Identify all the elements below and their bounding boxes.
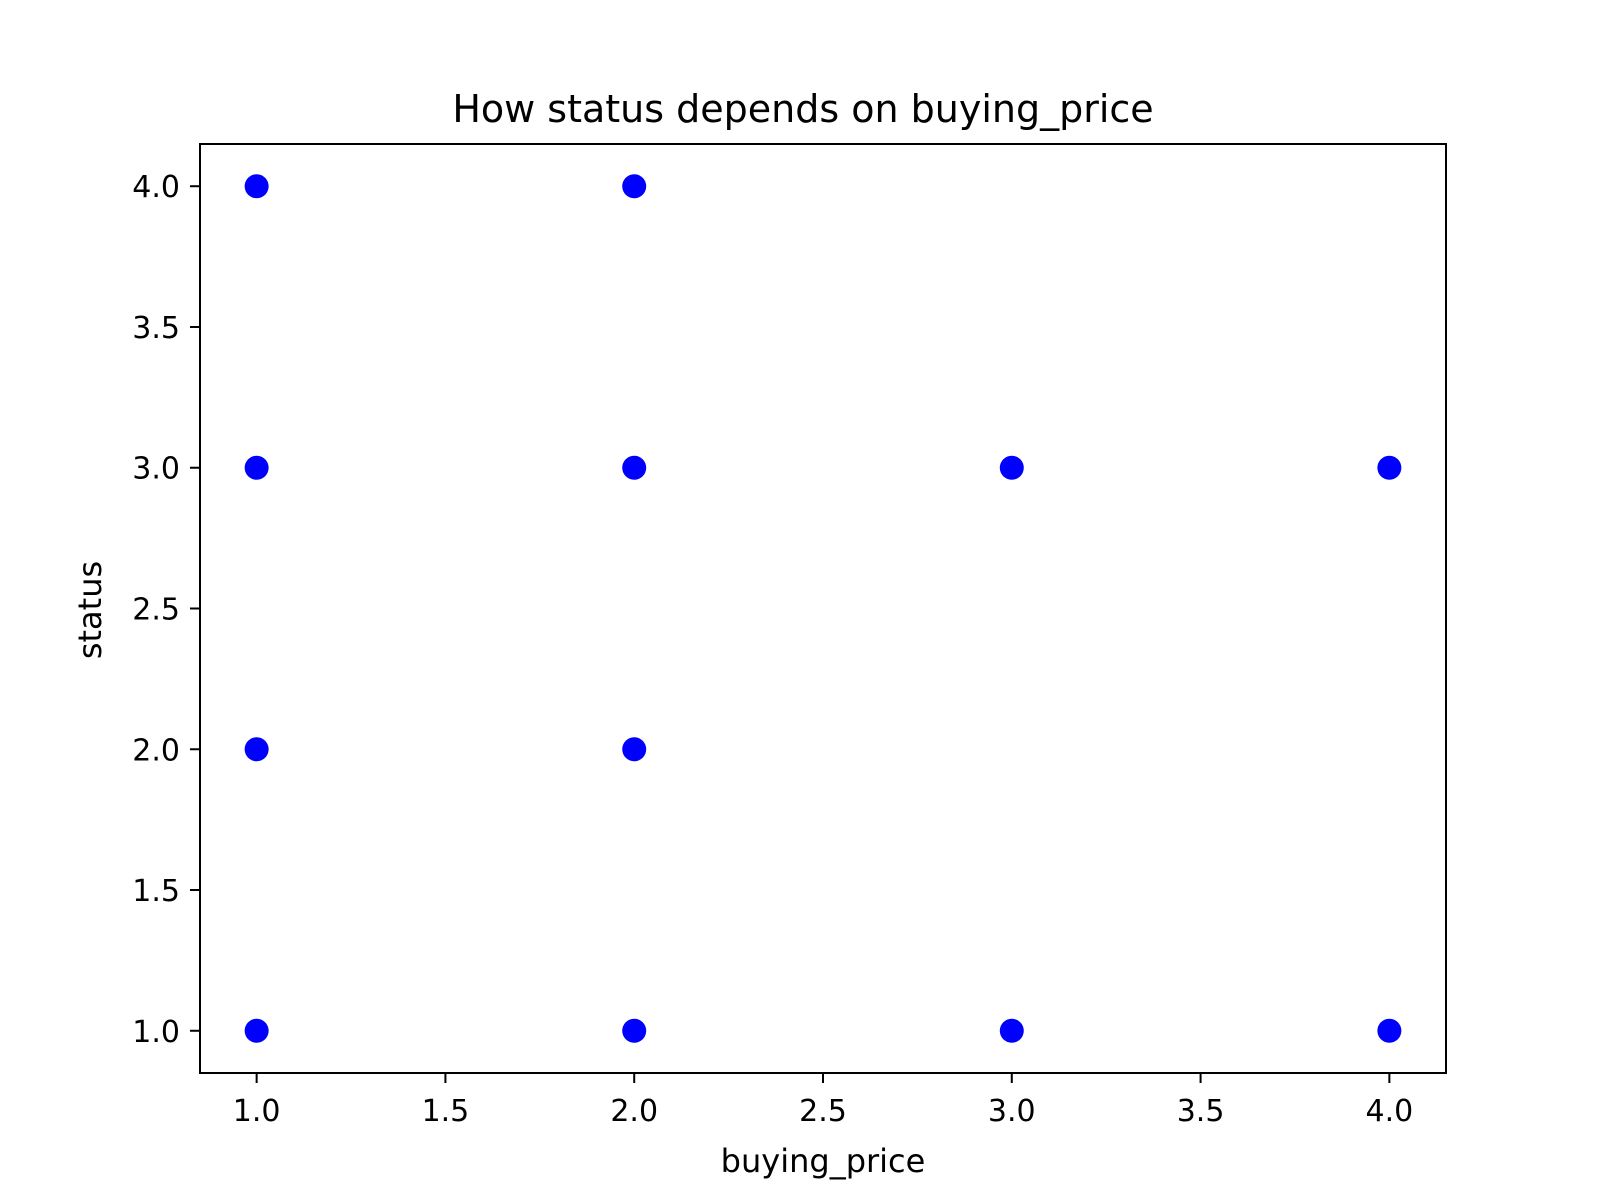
plot-area-frame [199,143,1447,1074]
data-point-5 [622,455,647,480]
data-point-3 [244,1018,269,1043]
y-tick-label-2: 2.0 [132,733,180,768]
data-point-9 [999,1018,1024,1043]
data-point-2 [244,737,269,762]
x-tick-label-5: 3.5 [1177,1094,1225,1129]
x-axis-label: buying_price [721,1142,926,1180]
data-point-6 [622,737,647,762]
data-point-7 [622,1018,647,1043]
data-point-10 [1377,455,1402,480]
x-tick-label-4: 3.0 [988,1094,1036,1129]
y-tick-label-5: 3.5 [132,311,180,346]
x-tick-label-3: 2.5 [799,1094,847,1129]
y-tick-label-4: 3.0 [132,452,180,487]
x-tick-label-6: 4.0 [1366,1094,1414,1129]
y-tick-label-6: 4.0 [132,170,180,205]
data-point-4 [622,174,647,199]
data-point-0 [244,174,269,199]
data-point-1 [244,455,269,480]
chart-title: How status depends on buying_price [452,87,1153,131]
data-point-8 [999,455,1024,480]
x-tick-label-0: 1.0 [233,1094,281,1129]
data-point-11 [1377,1018,1402,1043]
x-tick-label-1: 1.5 [422,1094,470,1129]
y-tick-label-1: 1.5 [132,874,180,909]
y-axis-ticks: 1.0 1.5 2.0 2.5 3.0 3.5 4.0 [132,170,200,1050]
y-tick-label-0: 1.0 [132,1015,180,1050]
y-tick-label-3: 2.5 [132,593,180,628]
x-axis-ticks: 1.0 1.5 2.0 2.5 3.0 3.5 4.0 [233,1073,1413,1129]
y-axis-label: status [71,561,109,659]
x-tick-label-2: 2.0 [610,1094,658,1129]
points-layer [244,174,1402,1043]
